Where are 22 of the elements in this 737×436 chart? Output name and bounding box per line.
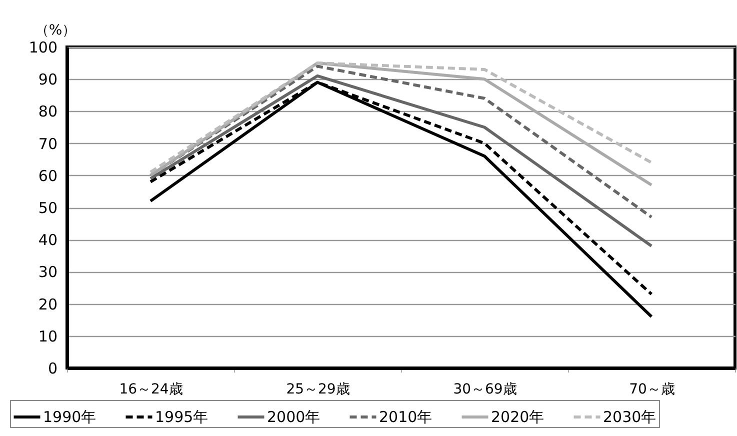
legend-label: 1990年 — [43, 408, 96, 426]
legend-label: 1995年 — [155, 408, 208, 426]
x-tick-label: 16～24歳 — [119, 382, 183, 398]
y-tick-label: 70 — [38, 134, 58, 153]
legend-label: 2000年 — [267, 408, 320, 426]
y-tick-label: 10 — [38, 327, 58, 346]
legend-label: 2020年 — [491, 408, 544, 426]
x-tick-label: 30～69歳 — [453, 382, 517, 398]
x-tick-label: 25～29歳 — [286, 382, 350, 398]
y-tick-label: 0 — [48, 360, 58, 378]
y-tick-label: 60 — [38, 166, 58, 185]
y-tick-label: 30 — [38, 263, 58, 282]
y-axis-title: （%） — [34, 22, 76, 38]
x-tick-label: 70～歳 — [629, 382, 675, 398]
y-tick-label: 50 — [38, 199, 58, 217]
y-tick-label: 100 — [28, 38, 58, 56]
y-tick-label: 90 — [38, 70, 58, 89]
y-tick-label: 40 — [38, 231, 58, 250]
y-tick-label: 20 — [38, 295, 58, 314]
y-tick-label: 80 — [38, 102, 58, 121]
legend-label: 2030年 — [603, 408, 656, 426]
legend-label: 2010年 — [379, 408, 432, 426]
